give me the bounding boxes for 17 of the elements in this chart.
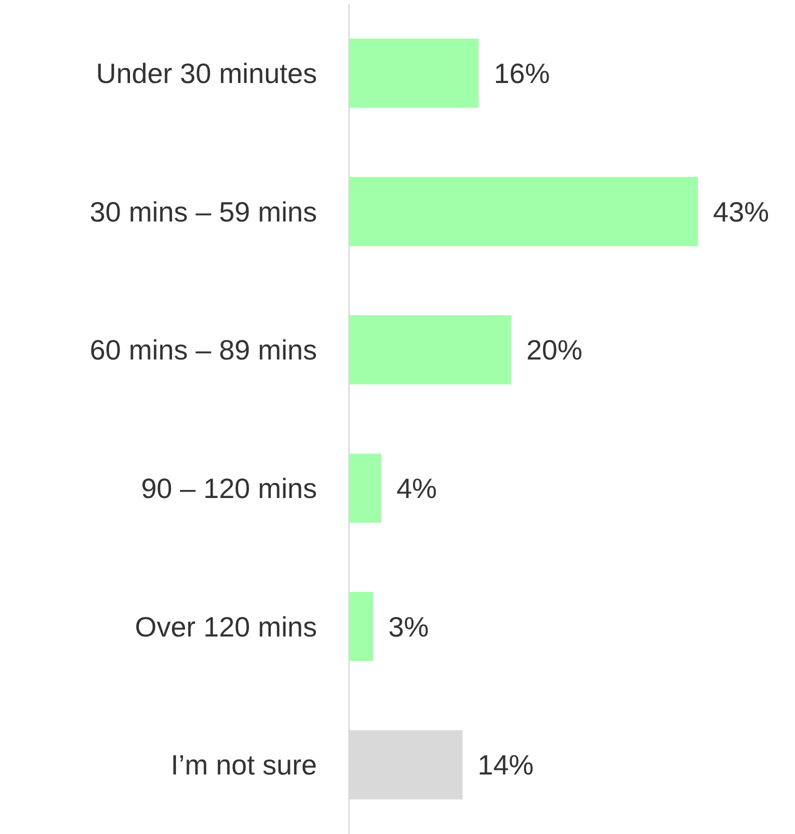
y-tick-label: 90 – 120 mins [141, 472, 317, 504]
bar [349, 38, 479, 108]
bar [349, 176, 698, 246]
data-label: 20% [526, 334, 582, 366]
data-label: 16% [494, 58, 550, 89]
y-tick-label: 60 mins – 89 mins [90, 334, 317, 366]
data-label: 4% [396, 472, 437, 504]
bar [349, 592, 374, 662]
data-label: 14% [478, 750, 534, 781]
y-tick-label: Under 30 minutes [96, 58, 317, 89]
y-tick-label: Over 120 mins [134, 611, 317, 642]
data-label: 3% [388, 611, 429, 642]
bar [349, 315, 512, 384]
data-label: 43% [713, 196, 770, 228]
y-tick-label: 30 mins – 59 mins [90, 196, 317, 228]
bar [349, 454, 382, 523]
y-tick-label: I’m not sure [170, 750, 317, 781]
